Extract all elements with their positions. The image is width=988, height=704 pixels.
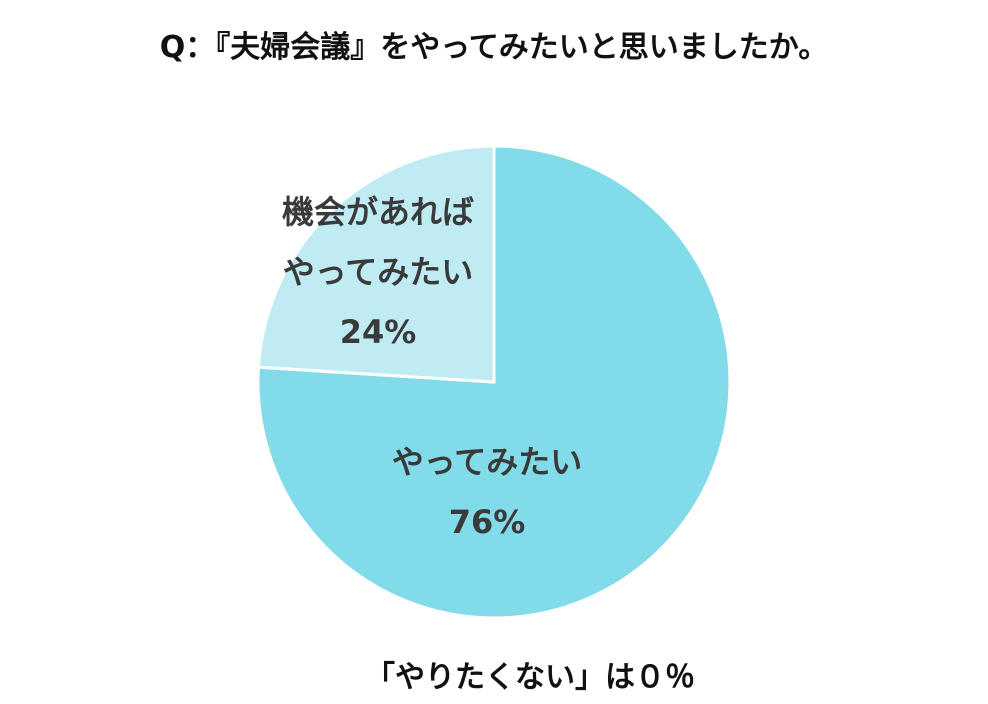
value-label: 24%	[339, 313, 417, 351]
slice-label: 機会があれば やってみたい 24%	[282, 182, 474, 362]
annotation: 「やりたくない」は０％	[365, 660, 695, 695]
category-label: やってみたい	[391, 443, 583, 481]
category-label: 機会があれば やってみたい	[281, 193, 475, 291]
slice-label: やってみたい 76%	[392, 432, 582, 552]
pie-slice	[256, 144, 732, 620]
value-label: 76%	[448, 503, 526, 541]
chart-title: Q：『夫婦会議』をやってみたいと思いましたか。	[159, 30, 829, 65]
pie-slice	[256, 144, 496, 384]
